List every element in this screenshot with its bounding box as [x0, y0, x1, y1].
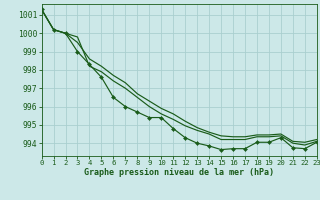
X-axis label: Graphe pression niveau de la mer (hPa): Graphe pression niveau de la mer (hPa) [84, 168, 274, 177]
